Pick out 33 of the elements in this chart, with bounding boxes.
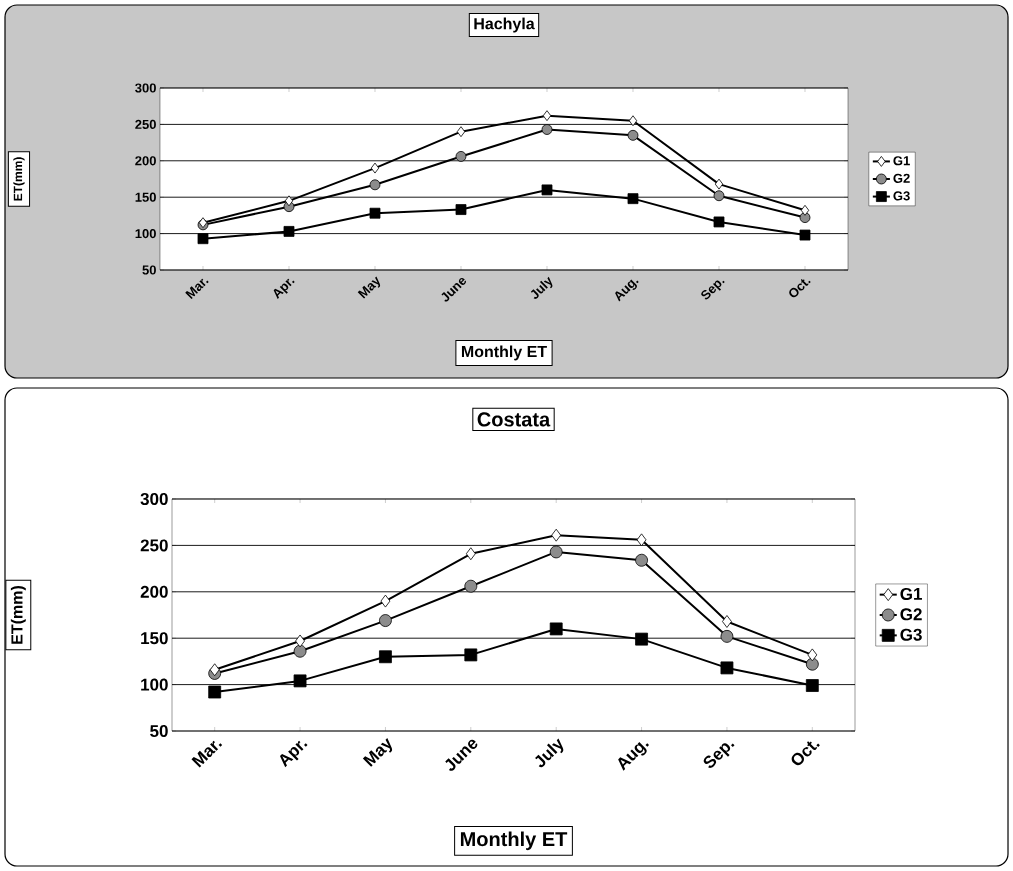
- chart-title: Hachyla: [474, 17, 535, 33]
- y-tick-label: 150: [135, 192, 156, 202]
- x-tick-label: July: [530, 276, 553, 299]
- legend-label: G1: [900, 587, 922, 600]
- y-tick-label: 100: [141, 678, 168, 691]
- x-axis-title: Monthly ET: [461, 345, 547, 361]
- y-axis-title: ET(mm): [10, 586, 26, 644]
- y-tick-label: 50: [142, 265, 156, 275]
- y-tick-label: 300: [140, 492, 168, 506]
- x-tick-label: Sep.: [703, 743, 735, 768]
- x-tick-label: Oct.: [789, 279, 811, 298]
- y-tick-label: 300: [135, 83, 156, 93]
- chart-title: Costata: [477, 412, 551, 427]
- y-tick-label: 200: [140, 585, 168, 598]
- y-tick-label: 50: [150, 724, 168, 738]
- x-tick-label: Mar.: [185, 278, 209, 300]
- legend-label: G3: [893, 191, 910, 201]
- y-tick-label: 200: [135, 156, 156, 166]
- y-tick-label: 250: [140, 539, 168, 552]
- x-tick-label: Apr.: [273, 278, 295, 299]
- legend-label: G1: [893, 156, 910, 166]
- legend-label: G2: [893, 173, 910, 183]
- x-tick-label: Oct.: [791, 741, 820, 766]
- y-tick-label: 150: [141, 632, 168, 645]
- legend-label: G2: [900, 608, 922, 621]
- y-tick-label: 100: [135, 228, 156, 239]
- x-tick-label: Mar.: [191, 740, 223, 768]
- x-tick-label: Apr.: [280, 740, 308, 768]
- x-tick-label: Sep.: [701, 280, 725, 300]
- y-axis-title: ET(mm): [13, 157, 25, 201]
- legend-label: G3: [900, 628, 922, 641]
- y-tick-label: 250: [135, 119, 156, 129]
- x-axis-title: Monthly ET: [460, 831, 568, 851]
